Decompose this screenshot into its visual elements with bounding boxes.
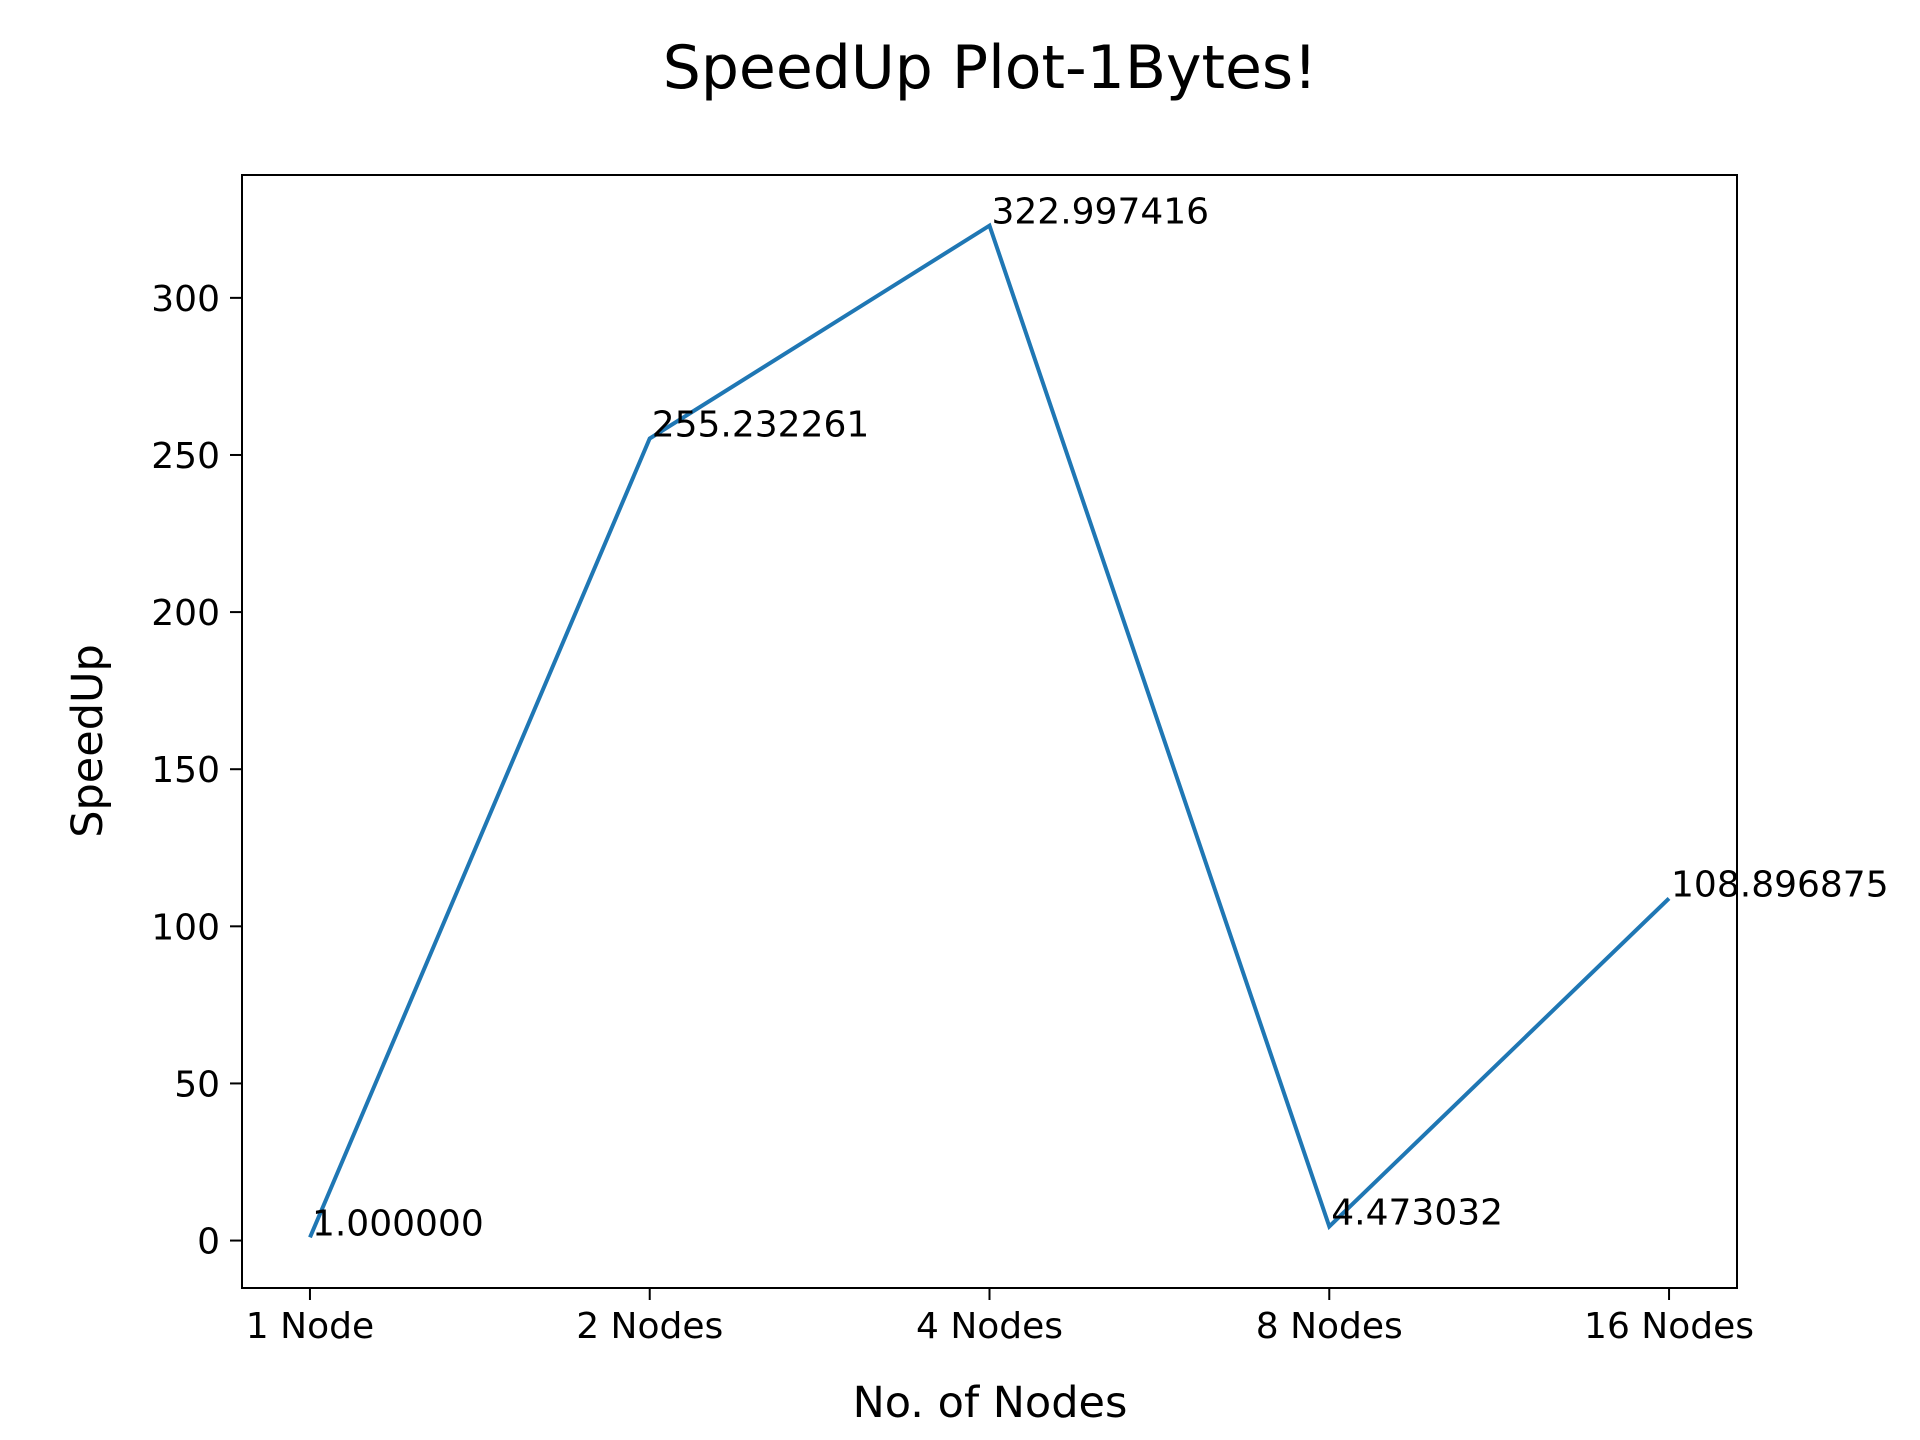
- x-tick-label: 2 Nodes: [576, 1306, 723, 1347]
- data-label: 255.232261: [652, 405, 870, 446]
- y-tick-label: 100: [151, 907, 220, 948]
- x-axis-label: No. of Nodes: [853, 1378, 1128, 1428]
- y-tick-label: 150: [151, 750, 220, 791]
- x-tick-label: 16 Nodes: [1584, 1306, 1754, 1347]
- y-tick-label: 250: [151, 436, 220, 477]
- y-tick-label: 0: [197, 1222, 220, 1263]
- chart-title: SpeedUp Plot-1Bytes!: [663, 33, 1318, 103]
- plot-area: [308, 222, 1671, 1239]
- data-label: 4.473032: [1331, 1192, 1503, 1233]
- data-label: 1.000000: [312, 1203, 484, 1244]
- y-tick-label: 300: [151, 279, 220, 320]
- y-axis: 0 50 100 150 200 250 300: [151, 279, 242, 1263]
- series-line: [308, 222, 1671, 1239]
- x-axis: 1 Node 2 Nodes 4 Nodes 8 Nodes 16 Nodes: [246, 1288, 1754, 1347]
- x-tick-label: 8 Nodes: [1256, 1306, 1403, 1347]
- y-tick-label: 50: [174, 1064, 220, 1105]
- x-tick-label: 4 Nodes: [916, 1306, 1063, 1347]
- data-label: 322.997416: [992, 192, 1210, 233]
- x-tick-label: 1 Node: [246, 1306, 374, 1347]
- data-label: 108.896875: [1671, 864, 1889, 905]
- data-labels: 1.000000 255.232261 322.997416 4.473032 108.…: [312, 192, 1889, 1245]
- axes-frame: [241, 174, 1738, 1289]
- y-tick-label: 200: [151, 593, 220, 634]
- y-axis-label: SpeedUp: [63, 644, 113, 838]
